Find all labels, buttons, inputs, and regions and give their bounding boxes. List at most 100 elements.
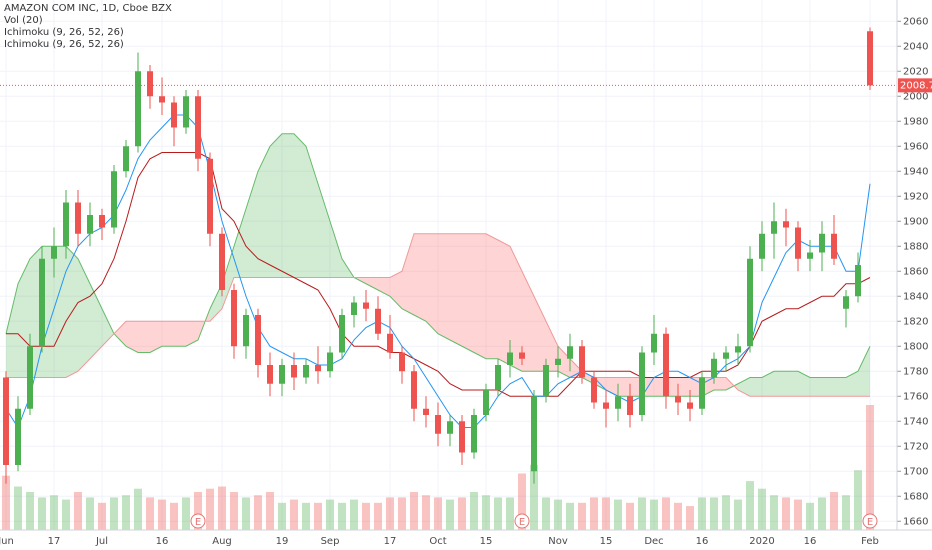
cloud-fill: [834, 377, 846, 397]
volume-bar: [254, 495, 262, 530]
candle-body: [327, 352, 333, 372]
chart-title: AMAZON COM INC, 1D, Cboe BZX: [4, 3, 172, 14]
candle-body: [651, 333, 657, 353]
cloud-fill: [486, 233, 498, 359]
y-tick-label: 1960: [903, 141, 928, 152]
cloud-fill: [750, 377, 762, 397]
volume-bar: [542, 497, 550, 530]
y-tick-label: 1760: [903, 391, 928, 402]
candle-body: [627, 396, 633, 415]
cloud-fill: [798, 371, 810, 397]
candle-body: [51, 246, 57, 259]
volume-bar: [686, 506, 694, 530]
volume-bar: [26, 491, 34, 530]
volume-bar: [146, 497, 154, 530]
cloud-fill: [222, 246, 234, 309]
cloud-fill: [234, 208, 246, 278]
candle-body: [699, 377, 705, 409]
volume-bar: [530, 464, 538, 530]
cloud-fill: [858, 346, 870, 397]
candle-body: [195, 96, 201, 159]
candle-body: [615, 396, 621, 409]
candle-body: [351, 302, 357, 315]
x-tick-label: 15: [480, 536, 493, 547]
candle-body: [183, 96, 189, 128]
volume-bar: [614, 499, 622, 530]
volume-bar: [242, 497, 250, 530]
candle-body: [591, 377, 597, 403]
cloud-fill: [258, 146, 270, 278]
volume-bar: [410, 491, 418, 530]
volume-bar: [494, 497, 502, 530]
cloud-fill: [306, 146, 318, 278]
volume-bar: [794, 499, 802, 530]
cloud-fill: [282, 133, 294, 278]
cloud-fill: [498, 240, 510, 365]
cloud-fill: [174, 321, 186, 347]
y-tick-label: 1840: [903, 291, 928, 302]
candle-body: [387, 333, 393, 353]
volume-bar: [782, 497, 790, 530]
candle-body: [207, 158, 213, 234]
y-tick-label: 1660: [903, 516, 928, 527]
cloud-fill: [414, 233, 426, 322]
volume-bar: [566, 502, 574, 530]
candle-body: [567, 346, 573, 359]
span-a-line: [5, 133, 871, 397]
candle-body: [843, 296, 849, 309]
y-tick-label: 2060: [903, 16, 928, 27]
candle-body: [363, 302, 369, 309]
cloud-fill: [522, 271, 534, 372]
x-tick-label: Sep: [321, 536, 340, 547]
candle-body: [447, 421, 453, 434]
candle-body: [687, 402, 693, 409]
volume-bar: [374, 502, 382, 530]
cloud-fill: [150, 321, 162, 353]
y-tick-label: 1700: [903, 466, 928, 477]
y-tick-label: 1980: [903, 116, 928, 127]
y-tick-label: 2000: [903, 91, 928, 102]
y-tick-label: 2020: [903, 66, 928, 77]
volume-bar: [446, 499, 454, 530]
candle-body: [639, 352, 645, 415]
x-tick-label: 2020: [749, 536, 774, 547]
candle-body: [219, 233, 225, 290]
cloud-fill: [186, 321, 198, 347]
volume-bar: [302, 502, 310, 530]
volume-bar: [554, 499, 562, 530]
volume-bar: [134, 488, 142, 530]
volume-bar: [194, 491, 202, 530]
volume-bar: [722, 495, 730, 530]
y-tick-label: 1860: [903, 266, 928, 277]
candle-body: [111, 171, 117, 228]
candle-body: [579, 346, 585, 378]
x-tick-label: Jun: [0, 536, 14, 547]
y-tick-label: 1920: [903, 191, 928, 202]
volume-bar: [866, 405, 874, 530]
volume-bar: [170, 502, 178, 530]
candle-body: [15, 408, 21, 465]
volume-bar: [122, 495, 130, 530]
volume-bar: [86, 497, 94, 530]
y-tick-label: 1740: [903, 416, 928, 427]
cloud-fill: [474, 233, 486, 359]
volume-bar: [578, 502, 586, 530]
volume-bar: [602, 497, 610, 530]
candle-body: [495, 365, 501, 390]
candle-body: [555, 358, 561, 365]
y-tick-label: 1880: [903, 241, 928, 252]
cloud-fill: [678, 377, 690, 397]
candle-body: [39, 258, 45, 347]
volume-bar: [662, 497, 670, 530]
candle-body: [87, 215, 93, 234]
candle-body: [783, 221, 789, 228]
indicator-label: Ichimoku (9, 26, 52, 26): [4, 39, 124, 50]
candle-body: [807, 252, 813, 259]
cloud-fill: [246, 171, 258, 278]
candle-body: [99, 215, 105, 228]
indicator-label: Ichimoku (9, 26, 52, 26): [4, 27, 124, 38]
volume-bar: [518, 473, 526, 530]
candle-body: [747, 258, 753, 347]
